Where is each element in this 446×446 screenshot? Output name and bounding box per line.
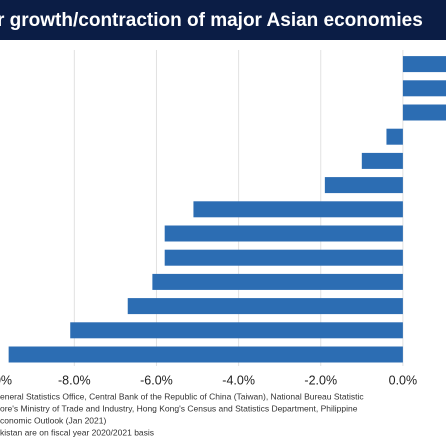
bar	[164, 225, 403, 242]
chart-title: r growth/contraction of major Asian econ…	[0, 10, 423, 31]
bar	[402, 56, 446, 73]
x-tick-label: -10.0%	[0, 373, 12, 387]
footnote: kistan are on fiscal year 2020/2021 basi…	[0, 427, 154, 437]
bar	[127, 298, 403, 315]
x-tick-label: -8.0%	[58, 373, 91, 387]
bar	[324, 177, 403, 194]
header-bar	[0, 0, 446, 40]
bar	[361, 152, 403, 169]
bar	[193, 201, 403, 218]
bar	[152, 273, 403, 290]
bar	[8, 346, 403, 363]
bar	[70, 322, 403, 339]
x-tick-label: -4.0%	[222, 373, 255, 387]
footnote: eneral Statistics Office, Central Bank o…	[0, 391, 364, 401]
footnote: ore's Ministry of Trade and Industry, Ho…	[0, 403, 358, 413]
x-tick-label: -2.0%	[304, 373, 337, 387]
bar	[386, 128, 403, 145]
x-tick-label: 0.0%	[389, 373, 418, 387]
footnote: conomic Outlook (Jan 2021)	[0, 415, 106, 425]
bar	[164, 249, 403, 266]
bar	[402, 104, 446, 121]
bar	[402, 80, 446, 97]
x-tick-label: -6.0%	[140, 373, 173, 387]
